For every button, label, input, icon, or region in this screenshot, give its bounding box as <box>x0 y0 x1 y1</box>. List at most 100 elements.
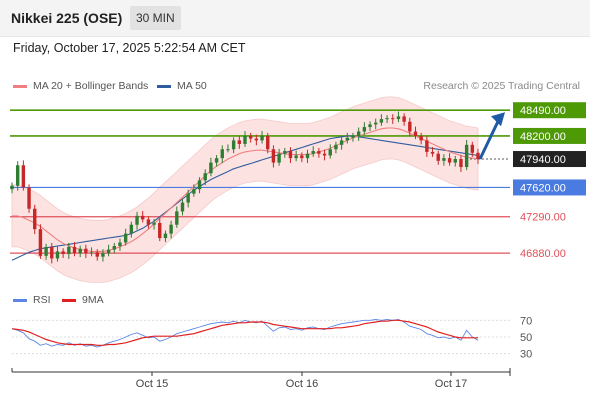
candle-body <box>226 149 230 151</box>
candle-body <box>180 202 185 212</box>
candle-body <box>419 135 423 141</box>
copyright: Research © 2025 Trading Central <box>423 80 580 92</box>
candle-body <box>141 215 145 220</box>
candle-body <box>21 165 26 188</box>
price-label-1: 48200.00 <box>513 127 586 144</box>
legend-9ma: 9MA <box>62 294 104 306</box>
legend-ma20-label: MA 20 + Bollinger Bands <box>33 80 149 92</box>
price-label-text: 47290.00 <box>520 212 566 224</box>
price-label-box <box>513 127 586 144</box>
candle-body <box>78 248 82 254</box>
candle-body <box>311 151 315 154</box>
legend-9ma-label: 9MA <box>82 294 104 306</box>
legend-rsi: RSI <box>13 294 51 306</box>
candle-body <box>38 229 43 256</box>
rsi-series-rsi <box>11 319 479 348</box>
price-label-text: 47940.00 <box>520 154 566 166</box>
candle-body <box>146 219 151 225</box>
candle-body <box>391 118 395 120</box>
candle-body <box>408 121 412 132</box>
candle-body <box>339 140 344 145</box>
candle-body <box>447 158 452 163</box>
price-label-text: 47620.00 <box>520 182 566 194</box>
candle-body <box>214 158 219 163</box>
x-tick-label: Oct 15 <box>136 378 168 390</box>
candle-body <box>430 151 435 154</box>
projection-arrow <box>478 116 502 160</box>
timeframe-button[interactable]: 30 MIN <box>130 6 181 30</box>
candle-body <box>413 131 418 136</box>
candle-body <box>288 151 293 159</box>
legend-ma50-label: MA 50 <box>177 80 207 92</box>
ma20-line <box>12 127 479 252</box>
candle-body <box>345 137 349 141</box>
candle-body <box>470 144 475 153</box>
candle-body <box>112 246 116 250</box>
candle-body <box>158 222 162 239</box>
price-label-box <box>513 151 586 168</box>
bollinger-band <box>11 96 479 283</box>
rsi-tick-label: 50 <box>520 332 532 344</box>
projection-arrowhead <box>491 112 505 127</box>
candle-body <box>436 153 440 161</box>
candle-body <box>402 116 406 122</box>
rsi-tick-label: 30 <box>520 349 532 361</box>
candle-body <box>220 149 224 159</box>
candle-body <box>442 158 446 161</box>
candle-body <box>231 140 236 150</box>
candle-body <box>118 242 122 247</box>
ma20-swatch <box>13 84 27 88</box>
candle-body <box>283 151 287 154</box>
price-label-box <box>513 179 586 196</box>
candle-body <box>84 248 88 254</box>
rsi-swatch <box>13 298 27 302</box>
candle-body <box>459 159 463 168</box>
price-label-text: 48490.00 <box>520 105 566 117</box>
candle-body <box>197 180 202 190</box>
candle-body <box>50 246 54 259</box>
ma50-line <box>11 135 479 261</box>
candle-body <box>169 224 173 234</box>
ma50-swatch <box>157 84 171 88</box>
candle-body <box>209 162 213 174</box>
candle-body <box>368 124 372 128</box>
rsi-tick-label: 70 <box>520 315 532 327</box>
candle-body <box>243 135 247 144</box>
price-label-2: 47940.00 <box>513 151 586 168</box>
candle-body <box>55 251 60 259</box>
candle-body <box>67 246 71 255</box>
x-tick-label: Oct 16 <box>286 378 318 390</box>
price-label-5: 46880.00 <box>520 248 566 260</box>
candle-body <box>334 144 338 150</box>
candle-body <box>317 151 321 154</box>
ma9-swatch <box>62 298 76 302</box>
candle-body <box>425 140 429 152</box>
price-label-box <box>513 102 586 119</box>
candle-body <box>237 140 242 144</box>
price-label-4: 47290.00 <box>520 212 566 224</box>
candle-body <box>186 193 190 203</box>
candle-body <box>203 173 207 181</box>
candle-body <box>152 222 156 225</box>
candle-body <box>464 144 469 168</box>
candle-body <box>89 252 94 254</box>
candle-body <box>305 153 310 159</box>
candle-body <box>328 149 332 156</box>
price-label-0: 48490.00 <box>513 102 586 119</box>
price-label-3: 47620.00 <box>513 179 586 196</box>
candle-body <box>10 185 14 190</box>
candle-body <box>15 165 20 186</box>
instrument-title: Nikkei 225 (OSE) <box>11 10 123 26</box>
candle-body <box>379 119 384 123</box>
candle-body <box>300 155 304 159</box>
price-label-text: 46880.00 <box>520 248 566 260</box>
candle-body <box>106 249 111 254</box>
candle-body <box>175 211 179 225</box>
candle-body <box>396 116 401 120</box>
header-bar: Nikkei 225 (OSE) 30 MIN <box>0 0 590 37</box>
candle-body <box>123 233 128 243</box>
candle-body <box>277 153 281 163</box>
candle-body <box>294 155 298 159</box>
legend-rsi-label: RSI <box>33 294 51 306</box>
